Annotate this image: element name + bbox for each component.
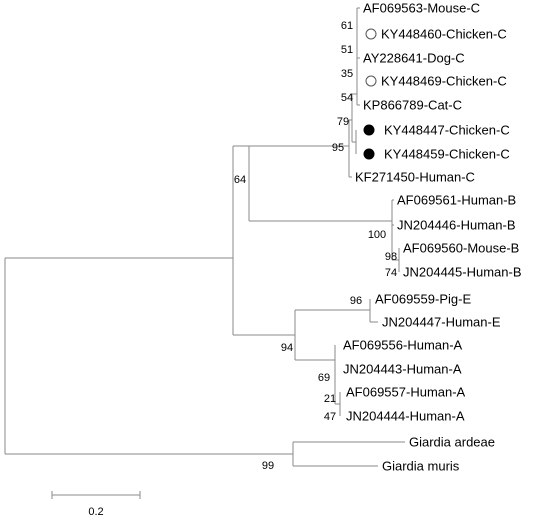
leaf-labels: AF069563-Mouse-C KY448460-Chicken-C AY22… [343, 0, 522, 473]
leaf-label: KY448460-Chicken-C [381, 26, 507, 41]
leaf-label: JN204445-Human-B [403, 264, 522, 279]
bootstrap-labels: 61 51 35 54 79 95 64 100 98 74 96 94 69 … [234, 20, 397, 472]
bootstrap-value: 35 [341, 68, 353, 80]
bootstrap-value: 79 [337, 116, 349, 128]
scale-bar: 0.2 [51, 491, 141, 518]
open-circle [365, 28, 377, 40]
bootstrap-value: 96 [350, 295, 362, 307]
bootstrap-value: 69 [318, 372, 330, 384]
bootstrap-value: 64 [234, 174, 246, 186]
bootstrap-value: 98 [385, 251, 397, 263]
bootstrap-value: 54 [341, 92, 353, 104]
leaf-label: AF069561-Human-B [397, 192, 516, 207]
leaf-label: KP866789-Cat-C [363, 97, 462, 112]
leaf-label: JN204447-Human-E [382, 314, 501, 329]
leaf-label: KF271450-Human-C [355, 169, 475, 184]
scale-label: 0.2 [88, 506, 103, 518]
bootstrap-value: 74 [385, 267, 397, 279]
leaf-label: JN204444-Human-A [346, 408, 465, 423]
leaf-label: Giardia ardeae [409, 434, 495, 449]
leaf-label: KY448447-Chicken-C [384, 122, 510, 137]
filled-circle [363, 148, 375, 160]
bootstrap-value: 21 [324, 393, 336, 405]
leaf-label: AF069557-Human-A [346, 384, 466, 399]
leaf-label: AF069560-Mouse-B [403, 240, 519, 255]
bootstrap-value: 95 [332, 142, 344, 154]
leaf-label: JN204446-Human-B [397, 217, 516, 232]
leaf-label: KY448459-Chicken-C [384, 146, 510, 161]
leaf-label: Giardia muris [382, 458, 460, 473]
markers [363, 28, 377, 160]
open-circle [365, 75, 377, 87]
leaf-label: AY228641-Dog-C [363, 50, 465, 65]
bootstrap-value: 47 [324, 411, 336, 423]
bootstrap-value: 99 [262, 460, 274, 472]
bootstrap-value: 94 [281, 342, 293, 354]
branches [4, 7, 405, 467]
leaf-label: KY448469-Chicken-C [381, 73, 507, 88]
leaf-label: AF069559-Pig-E [375, 291, 471, 306]
leaf-label: AF069563-Mouse-C [363, 0, 480, 15]
bootstrap-value: 100 [368, 229, 386, 241]
filled-circle [363, 124, 375, 136]
bootstrap-value: 61 [341, 20, 353, 32]
bootstrap-value: 51 [341, 44, 353, 56]
leaf-label: AF069556-Human-A [343, 337, 463, 352]
leaf-label: JN204443-Human-A [343, 361, 462, 376]
